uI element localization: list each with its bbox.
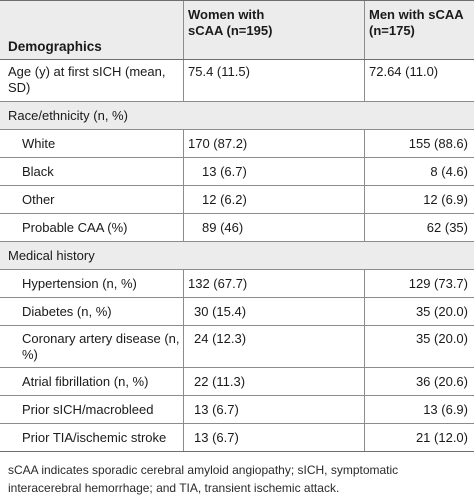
row-women-value: 22 (11.3) [183,368,364,395]
row-label: White [22,135,56,151]
row-label: Age (y) at first sICH (mean, SD) [8,64,166,95]
row-men-value: 36 (20.6) [364,368,474,395]
table-row: Black 13 (6.7) 8 (4.6) [0,158,474,186]
row-men-value: 35 (20.0) [364,326,474,367]
row-women-value: 13 (6.7) [183,396,364,423]
row-men-value: 21 (12.0) [364,424,474,451]
row-men-value: 8 (4.6) [364,158,474,185]
section-row: Race/ethnicity (n, %) [0,102,474,130]
row-men-value: 155 (88.6) [364,130,474,157]
row-men-value: 35 (20.0) [364,298,474,325]
row-women-value: 12 (6.2) [183,186,364,213]
table-row: Probable CAA (%) 89 (46) 62 (35) [0,214,474,242]
table-row: Coronary artery disease (n, %) 24 (12.3)… [0,326,474,368]
table-row: Atrial fibrillation (n, %) 22 (11.3) 36 … [0,368,474,396]
row-label: Prior TIA/ischemic stroke [22,429,167,445]
row-label: Atrial fibrillation (n, %) [22,373,149,389]
table-row: Prior sICH/macrobleed 13 (6.7) 13 (6.9) [0,396,474,424]
row-women-value: 13 (6.7) [183,424,364,451]
section-label: Race/ethnicity (n, %) [8,107,128,123]
row-women-value: 13 (6.7) [183,158,364,185]
table-row: Prior TIA/ischemic stroke 13 (6.7) 21 (1… [0,424,474,452]
row-label: Black [22,163,54,179]
table-row: Diabetes (n, %) 30 (15.4) 35 (20.0) [0,298,474,326]
row-men-value: 72.64 (11.0) [364,60,474,101]
row-women-value: 132 (67.7) [183,270,364,297]
table-row: Age (y) at first sICH (mean, SD) 75.4 (1… [0,60,474,102]
row-label: Hypertension (n, %) [22,275,137,291]
row-women-value: 24 (12.3) [183,326,364,367]
row-women-value: 170 (87.2) [183,130,364,157]
row-women-value: 30 (15.4) [183,298,364,325]
row-label: Coronary artery disease (n, %) [22,331,180,362]
row-men-value: 12 (6.9) [364,186,474,213]
table-header-row: Demographics Women with sCAA (n=195) Men… [0,1,474,60]
row-women-value: 75.4 (11.5) [183,60,364,101]
row-men-value: 62 (35) [364,214,474,241]
row-label: Prior sICH/macrobleed [22,401,154,417]
header-women: Women with sCAA (n=195) [183,1,364,59]
section-row: Medical history [0,242,474,270]
row-men-value: 129 (73.7) [364,270,474,297]
row-label: Other [22,191,55,207]
header-demographics: Demographics [8,39,102,54]
row-women-value: 89 (46) [183,214,364,241]
row-label: Probable CAA (%) [22,219,128,235]
table-top-rule [0,0,474,1]
row-label: Diabetes (n, %) [22,303,112,319]
table-footnote: sCAA indicates sporadic cerebral amyloid… [8,463,399,495]
section-label: Medical history [8,247,95,263]
table-row: Other 12 (6.2) 12 (6.9) [0,186,474,214]
table-row: Hypertension (n, %) 132 (67.7) 129 (73.7… [0,270,474,298]
table-row: White 170 (87.2) 155 (88.6) [0,130,474,158]
row-men-value: 13 (6.9) [364,396,474,423]
header-men: Men with sCAA (n=175) [364,1,474,59]
